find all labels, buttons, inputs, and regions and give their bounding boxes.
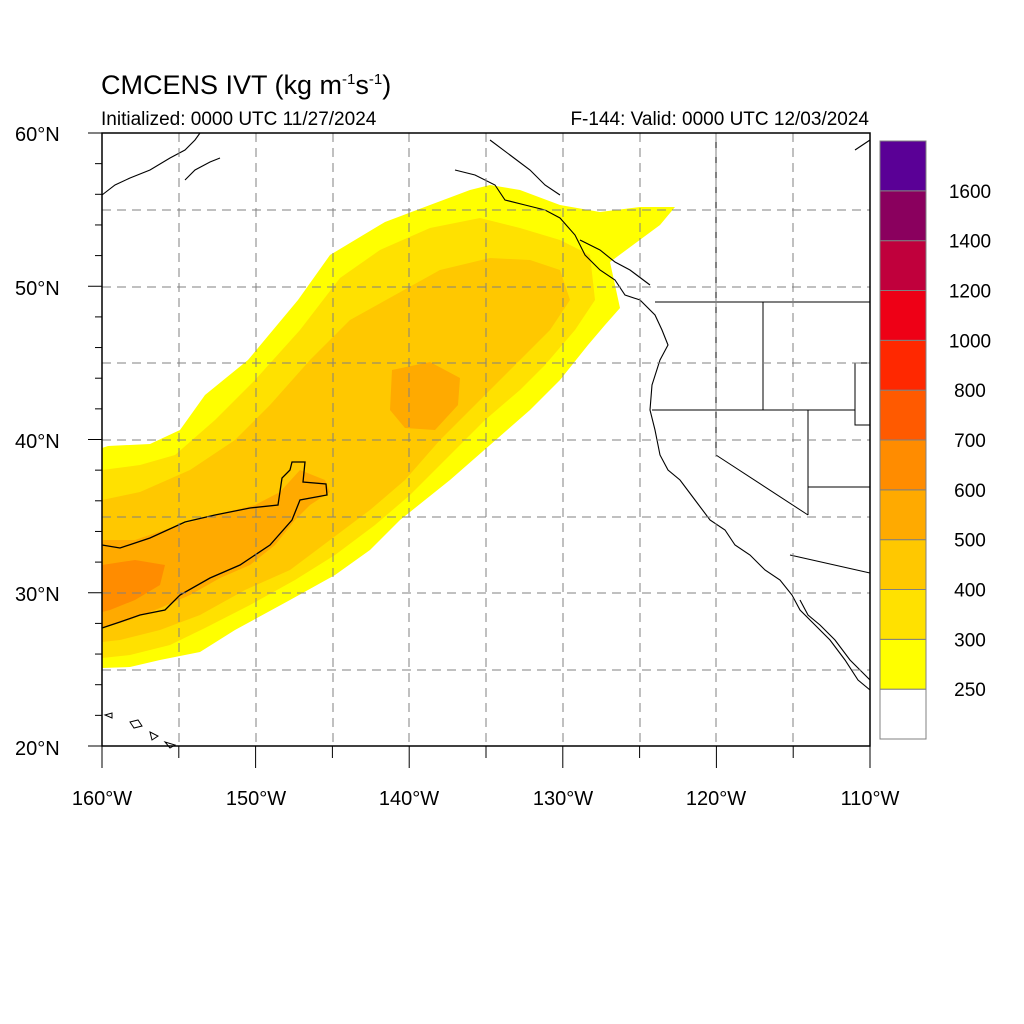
lon-label-110w: 110°W xyxy=(841,788,900,810)
colorbar-label: 1200 xyxy=(949,282,991,303)
colorbar-box xyxy=(879,240,927,292)
lon-label-150w: 150°W xyxy=(226,788,286,810)
lat-label-40: 40°N xyxy=(15,431,60,453)
lon-label-140w: 140°W xyxy=(379,788,439,810)
colorbar-label: 1600 xyxy=(949,182,991,203)
colorbar-box xyxy=(879,290,927,341)
graticule xyxy=(102,133,870,746)
colorbar-label: 400 xyxy=(954,581,986,602)
colorbar-label: 250 xyxy=(954,680,986,701)
ivt-band-500-north xyxy=(390,362,460,430)
colorbar-box xyxy=(879,190,927,242)
colorbar-label: 500 xyxy=(954,531,986,552)
valid-time-label: F-144: Valid: 0000 UTC 12/03/2024 xyxy=(570,109,869,130)
colorbar: 1600 1400 1200 1000 800 700 600 500 400 300 250 xyxy=(879,140,991,740)
colorbar-label: 700 xyxy=(954,431,986,452)
map-title: CMCENS IVT (kg m-1s-1) xyxy=(101,70,392,100)
colorbar-label: 600 xyxy=(954,481,986,502)
colorbar-label: 300 xyxy=(954,630,986,651)
lat-label-30: 30°N xyxy=(15,584,60,606)
lon-label-130w: 130°W xyxy=(533,788,593,810)
colorbar-label: 1000 xyxy=(949,331,991,352)
axis-ticks xyxy=(88,132,871,768)
colorbar-box xyxy=(879,589,927,640)
ivt-band-500 xyxy=(102,470,330,628)
lon-labels: 160°W 150°W 140°W 130°W 120°W 110°W xyxy=(72,788,900,810)
colorbar-box xyxy=(879,638,927,690)
state-borders xyxy=(652,133,871,574)
ivt-shading xyxy=(102,185,675,668)
colorbar-box xyxy=(879,539,927,591)
colorbar-box xyxy=(879,489,927,541)
colorbar-box xyxy=(879,389,927,441)
coastlines xyxy=(101,132,871,691)
colorbar-box xyxy=(879,140,927,192)
colorbar-box xyxy=(879,688,927,740)
lon-label-160w: 160°W xyxy=(72,788,132,810)
lat-label-50: 50°N xyxy=(15,278,60,300)
colorbar-box xyxy=(879,339,927,391)
initialized-label: Initialized: 0000 UTC 11/27/2024 xyxy=(101,109,377,130)
hawaii-islands xyxy=(103,712,177,749)
lon-label-120w: 120°W xyxy=(686,788,746,810)
lat-label-20: 20°N xyxy=(15,738,60,760)
colorbar-label: 1400 xyxy=(949,232,991,253)
colorbar-label: 800 xyxy=(954,381,986,402)
ivt-contour-500 xyxy=(101,461,328,629)
lat-labels: 60°N 50°N 40°N 30°N 20°N xyxy=(15,124,60,760)
ivt-band-600 xyxy=(102,560,165,612)
lat-label-60: 60°N xyxy=(15,124,60,146)
colorbar-box xyxy=(879,439,927,491)
